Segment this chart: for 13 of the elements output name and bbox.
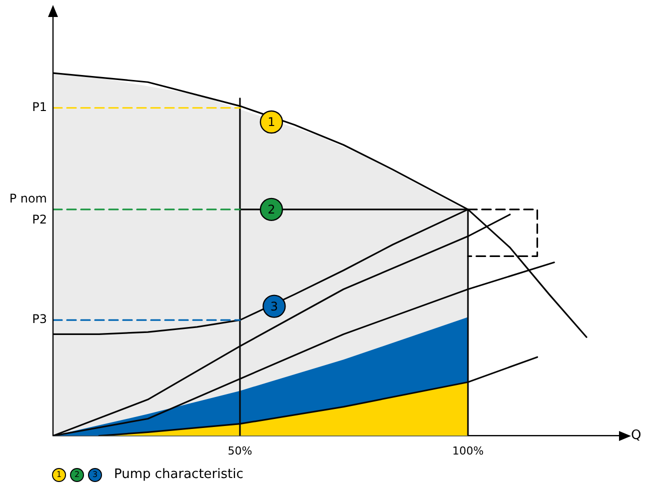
- annotation: 1: [268, 115, 276, 130]
- numbered-circle-icon: 1: [52, 468, 66, 482]
- annotation: P1: [32, 100, 47, 114]
- x-tick-label: 100%: [452, 444, 484, 458]
- text: Pump characteristic: [114, 467, 244, 482]
- annotation: 2: [268, 202, 276, 217]
- x-axis-title: Q: [631, 428, 642, 444]
- annotation: P nom P2: [9, 192, 47, 227]
- annotation: P3: [32, 312, 47, 326]
- numbered-circle-icon: 2: [70, 468, 84, 482]
- x-tick-label: 50%: [228, 444, 252, 458]
- numbered-circle-icon: 3: [88, 468, 102, 482]
- annotation: 3: [270, 299, 278, 314]
